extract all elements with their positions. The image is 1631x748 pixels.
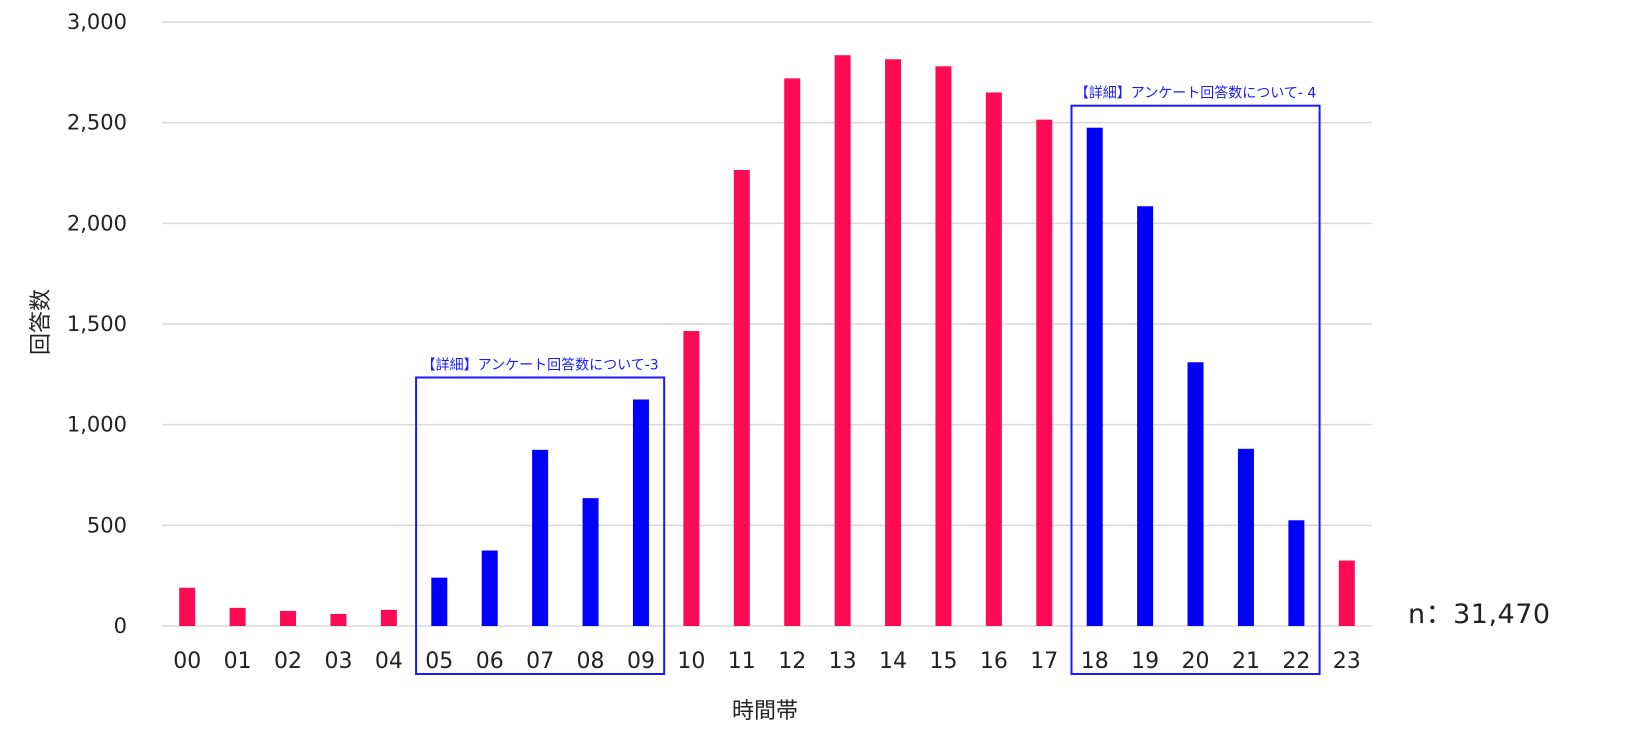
x-tick-label: 16 [980,649,1008,674]
x-tick-label: 18 [1081,649,1109,674]
bar-19 [1137,206,1154,626]
bar-04 [380,609,397,626]
x-tick-label: 02 [274,649,302,674]
x-tick-label: 20 [1182,649,1210,674]
highlight-box-label: 【詳細】アンケート回答数について-3 [422,357,659,374]
bar-13 [834,55,851,627]
bar-15 [935,66,952,626]
x-tick-label: 01 [224,649,252,674]
bar-00 [179,587,196,626]
bar-10 [683,331,700,626]
highlight-box-label: 【詳細】アンケート回答数について- 4 [1075,85,1317,102]
x-tick-label: 08 [577,649,605,674]
x-tick-label: 00 [173,649,201,674]
y-tick-label: 1,000 [67,413,127,437]
bar-03 [330,613,347,626]
highlight-box [415,376,666,675]
x-tick-label: 21 [1232,649,1260,674]
bar-14 [885,59,902,627]
x-tick-label: 19 [1131,649,1159,674]
bar-09 [632,399,649,626]
x-tick-label: 17 [1030,649,1058,674]
x-tick-label: 12 [778,649,806,674]
x-tick-label: 09 [627,649,655,674]
x-tick-label: 22 [1282,649,1310,674]
y-axis-ticks: 0 500 1,000 1,500 2,000 2,500 3,000 [67,10,127,638]
x-tick-label: 06 [476,649,504,674]
y-tick-label: 500 [87,513,127,537]
bar-02 [280,610,297,626]
bar-05 [431,577,448,626]
bar-16 [985,92,1002,626]
x-axis-ticks: 00 01 02 03 04 05 06 07 08 09 10 11 12 13 14 15 16 17 18 19… [173,649,1361,674]
sample-size-label: n：31,470 [1408,599,1551,630]
highlight-boxes: 【詳細】アンケート回答数について-3 【詳細】アンケート回答数について- 4 [415,85,1321,675]
bar-01 [229,607,246,626]
bar-08 [582,498,599,626]
bar-07 [532,449,549,626]
x-axis-title: 時間帯 [732,699,798,724]
bar-18 [1086,127,1103,626]
x-tick-label: 05 [425,649,453,674]
y-tick-label: 2,500 [67,111,127,135]
x-tick-label: 15 [929,649,957,674]
bar-21 [1237,448,1254,626]
x-tick-label: 23 [1333,649,1361,674]
x-tick-label: 04 [375,649,403,674]
x-tick-label: 11 [728,649,756,674]
gridlines [162,21,1372,627]
bar-11 [733,169,750,627]
x-tick-label: 13 [829,649,857,674]
bar-12 [784,78,801,626]
bar-23 [1338,560,1355,626]
x-tick-label: 03 [324,649,352,674]
y-tick-label: 3,000 [67,10,127,34]
y-tick-label: 1,500 [67,312,127,336]
y-tick-label: 2,000 [67,211,127,235]
bar-22 [1288,520,1305,626]
bar-20 [1187,362,1204,626]
bar-06 [481,550,498,626]
y-tick-label: 0 [114,614,127,638]
x-tick-label: 14 [879,649,907,674]
highlight-box [1070,104,1321,675]
bar-17 [1036,119,1053,626]
y-axis-title: 回答数 [29,289,54,355]
x-tick-label: 10 [677,649,705,674]
bars [179,55,1355,627]
x-tick-label: 07 [526,649,554,674]
